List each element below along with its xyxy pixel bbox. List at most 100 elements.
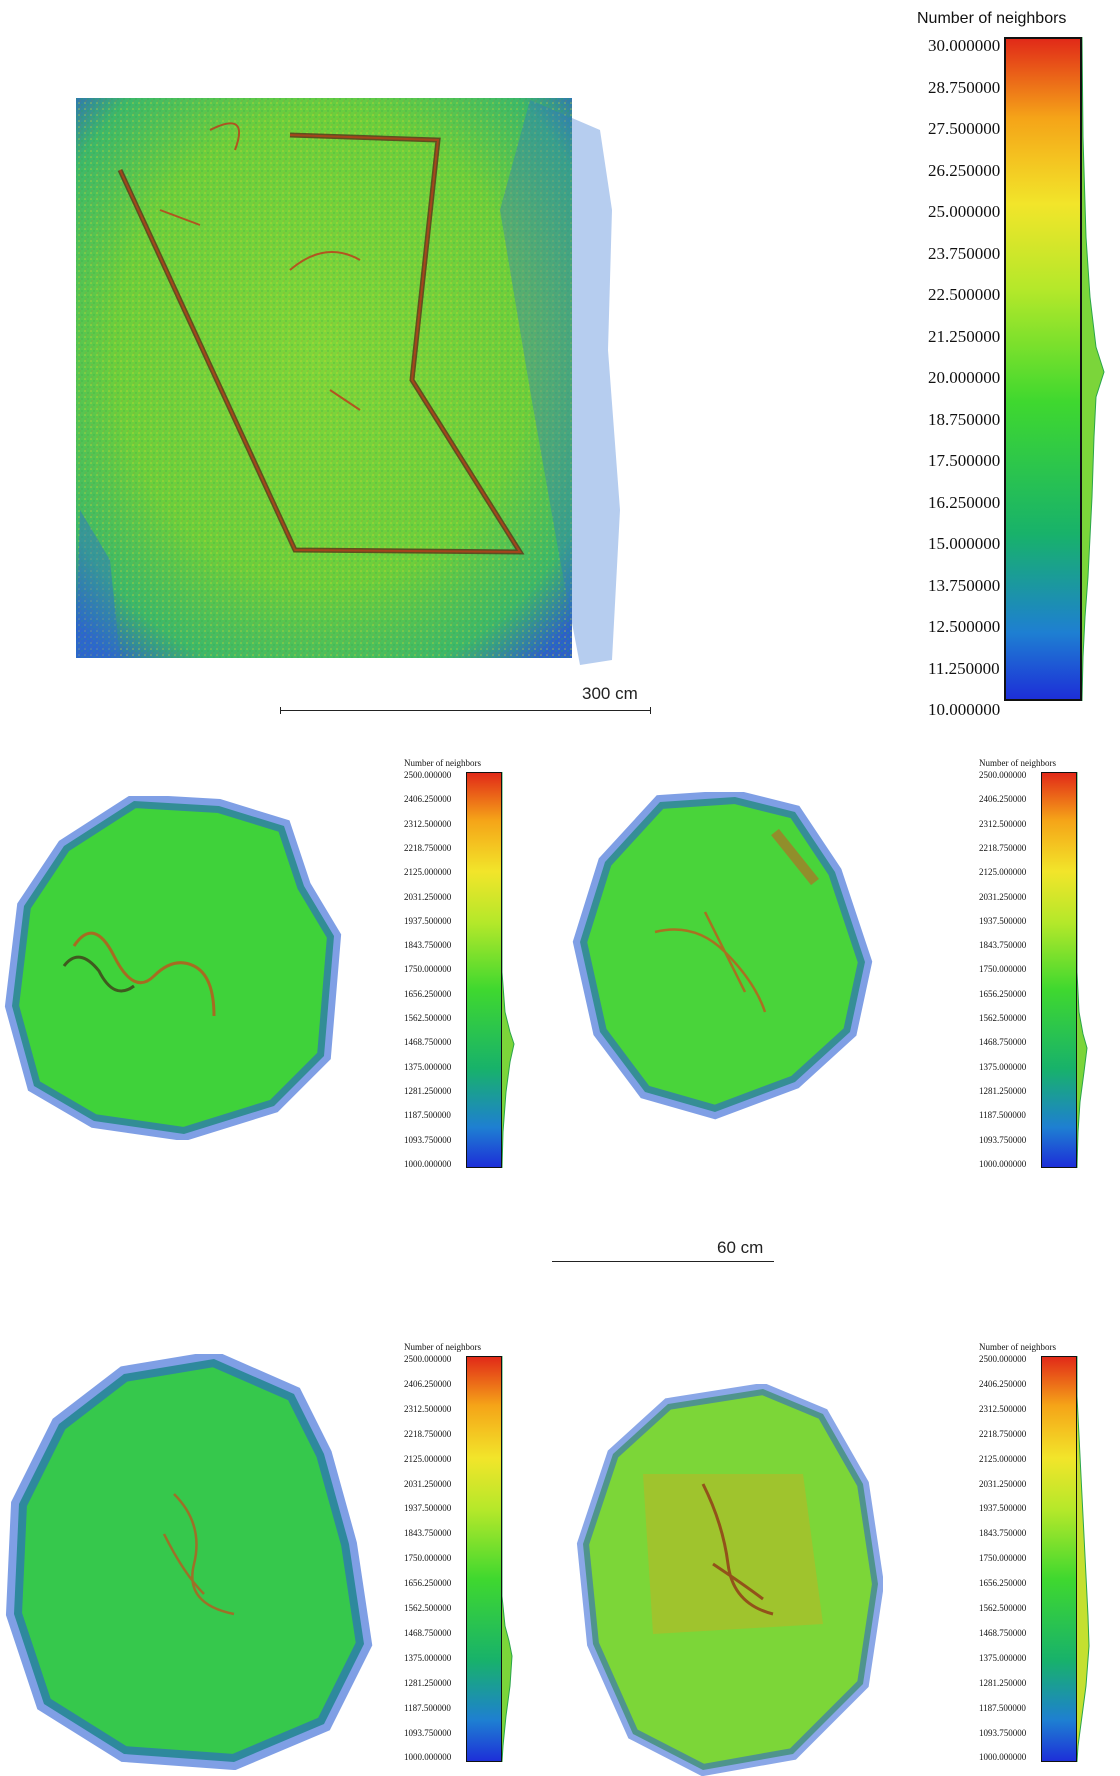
colorbar-top-tick-label: 22.500000: [928, 285, 1001, 304]
colorbar-mid-left-tick-label: 2406.250000: [404, 794, 452, 805]
colorbar-top-tick-label: 12.500000: [928, 617, 1001, 636]
colorbar-top-tick-label: 16.250000: [928, 492, 1001, 512]
colorbar-bottom-right-tick-label: 2312.500000: [979, 1403, 1027, 1414]
histogram-mid-left: [502, 772, 515, 1168]
colorbar-top-tick-label: 11.250000: [928, 658, 1000, 678]
colorbar-mid-left-tick-label: 1468.750000: [404, 1037, 452, 1048]
scalebar-line-top: [280, 710, 650, 711]
colorbar-mid-left-tick-label: 1281.250000: [404, 1085, 452, 1096]
colorbar-mid-right-tick-label: 1937.500000: [979, 915, 1027, 926]
colorbar-bottom-right-tick-label: 1468.750000: [979, 1627, 1027, 1638]
colorbar-mid-left-tick-label: 1187.500000: [404, 1110, 451, 1121]
colorbar-title-mid-right: Number of neighbors: [979, 758, 1056, 768]
point-cloud-scan-bottom-right: [576, 1384, 883, 1776]
colorbar-mid-right-tick-label: 1656.250000: [979, 988, 1027, 999]
colorbar-mid-left-tick-label: 1562.500000: [404, 1013, 452, 1023]
colorbar-gradient-mid-left: [466, 772, 502, 1168]
point-cloud-scan-bottom-left: [5, 1354, 373, 1770]
colorbar-mid-left-tick-label: 2312.500000: [404, 818, 452, 829]
colorbar-mid-right-tick-label: 2312.500000: [979, 818, 1027, 829]
colorbar-title-top: Number of neighbors: [917, 10, 1067, 27]
colorbar-bottom-right-tick-label: 1937.500000: [979, 1503, 1027, 1514]
colorbar-bottom-left-tick-label: 2125.000000: [404, 1453, 452, 1464]
colorbar-mid-right-tick-label: 1375.000000: [979, 1061, 1027, 1072]
colorbar-bottom-right-tick-label: 1000.000000: [979, 1752, 1027, 1763]
colorbar-bottom-right-tick-label: 1750.000000: [979, 1553, 1027, 1564]
colorbar-mid-left-tick-label: 1656.250000: [404, 988, 452, 999]
colorbar-bottom-right-tick-label: 1656.250000: [979, 1578, 1027, 1589]
colorbar-top-tick-label: 20.000000: [928, 368, 1001, 387]
colorbar-mid-right-tick-label: 1093.750000: [979, 1134, 1027, 1145]
colorbar-top-tick-label: 25.000000: [928, 202, 1001, 221]
scalebar-cap-right-top: [650, 707, 651, 714]
colorbar-mid-left-tick-label: 2218.750000: [404, 842, 452, 853]
point-cloud-scan-mid-left: [4, 796, 342, 1140]
colorbar-gradient-bottom-right: [1041, 1356, 1077, 1762]
colorbar-bottom-left-tick-label: 1187.500000: [404, 1702, 451, 1713]
colorbar-bottom-left-tick-label: 1562.500000: [404, 1603, 452, 1613]
scalebar-label-top: 300 cm: [582, 684, 638, 703]
colorbar-bottom-left-tick-label: 1750.000000: [404, 1553, 452, 1564]
colorbar-bottom-left-tick-label: 1281.250000: [404, 1677, 452, 1688]
histogram-bottom-right: [1077, 1356, 1090, 1762]
colorbar-bottom-right-tick-label: 2125.000000: [979, 1453, 1027, 1464]
colorbar-top-tick-label: 30.000000: [928, 36, 1001, 55]
colorbar-bottom-left-tick-label: 2031.250000: [404, 1478, 452, 1489]
histogram-mid-right: [1077, 772, 1088, 1168]
colorbar-mid-left-tick-label: 1000.000000: [404, 1158, 452, 1169]
colorbar-top-tick-label: 15.000000: [928, 534, 1001, 553]
colorbar-bottom-right-tick-label: 2031.250000: [979, 1478, 1027, 1489]
colorbar-mid-left-tick-label: 1937.500000: [404, 915, 452, 926]
colorbar-bottom-left-tick-label: 2500.000000: [404, 1354, 452, 1364]
colorbar-mid-right-tick-label: 2031.250000: [979, 891, 1027, 902]
colorbar-top-tick-label: 10.000000: [928, 700, 1001, 719]
colorbar-bottom-right-tick-label: 1562.500000: [979, 1603, 1027, 1613]
colorbar-mid-left-tick-label: 1750.000000: [404, 964, 452, 975]
colorbar-mid-right-tick-label: 2125.000000: [979, 867, 1027, 878]
point-cloud-scan-large: [76, 98, 620, 665]
colorbar-mid-left-tick-label: 1093.750000: [404, 1134, 452, 1145]
colorbar-top-tick-label: 23.750000: [928, 243, 1001, 263]
colorbar-bottom-right-tick-label: 1093.750000: [979, 1727, 1027, 1738]
colorbar-mid-right-tick-label: 2406.250000: [979, 794, 1027, 805]
colorbar-title-bottom-left: Number of neighbors: [404, 1342, 481, 1352]
colorbar-bottom-right-tick-label: 1187.500000: [979, 1702, 1026, 1713]
colorbar-title-mid-left: Number of neighbors: [404, 758, 481, 768]
colorbar-bottom-right-tick-label: 2406.250000: [979, 1378, 1027, 1389]
colorbar-mid-right-tick-label: 1750.000000: [979, 964, 1027, 975]
colorbar-bottom-left-tick-label: 1375.000000: [404, 1652, 452, 1663]
colorbar-mid-right-tick-label: 1843.750000: [979, 940, 1027, 951]
colorbar-bottom-left-tick-label: 2406.250000: [404, 1378, 452, 1389]
colorbar-bottom-right-tick-label: 2218.750000: [979, 1428, 1027, 1439]
colorbar-bottom-left-tick-label: 1937.500000: [404, 1503, 452, 1514]
colorbar-mid-left-tick-label: 1375.000000: [404, 1061, 452, 1072]
colorbar-bottom-left-tick-label: 1093.750000: [404, 1727, 452, 1738]
colorbar-title-bottom-right: Number of neighbors: [979, 1342, 1056, 1352]
colorbar-mid-right-tick-label: 2500.000000: [979, 770, 1027, 780]
colorbar-gradient-mid-right: [1041, 772, 1077, 1168]
colorbar-top-tick-label: 21.250000: [928, 326, 1001, 346]
colorbar-top-tick-label: 26.250000: [928, 160, 1001, 180]
colorbar-bottom-left-tick-label: 1656.250000: [404, 1578, 452, 1589]
colorbar-top-tick-label: 18.750000: [928, 409, 1001, 429]
colorbar-mid-right-tick-label: 1281.250000: [979, 1085, 1027, 1096]
scalebar-line-mid: [552, 1261, 774, 1262]
point-cloud-scan-mid-right: [572, 792, 873, 1120]
colorbar-mid-left-tick-label: 1843.750000: [404, 940, 452, 951]
colorbar-bottom-right-tick-label: 1281.250000: [979, 1677, 1027, 1688]
colorbar-mid-right-tick-label: 1468.750000: [979, 1037, 1027, 1048]
colorbar-bottom-left-tick-label: 2312.500000: [404, 1403, 452, 1414]
colorbar-mid-right-tick-label: 1000.000000: [979, 1158, 1027, 1169]
colorbar-bottom-left-tick-label: 1843.750000: [404, 1528, 452, 1539]
colorbar-mid-right-tick-label: 1562.500000: [979, 1013, 1027, 1023]
colorbar-mid-left-tick-label: 2125.000000: [404, 867, 452, 878]
colorbar-top-tick-label: 13.750000: [928, 575, 1001, 595]
colorbar-top-tick-label: 17.500000: [928, 451, 1001, 470]
histogram-top: [1082, 37, 1105, 701]
colorbar-bottom-right-tick-label: 2500.000000: [979, 1354, 1027, 1364]
colorbar-bottom-left-tick-label: 1468.750000: [404, 1627, 452, 1638]
colorbar-top-tick-label: 27.500000: [928, 119, 1001, 138]
colorbar-top-tick-label: 28.750000: [928, 77, 1001, 97]
colorbar-gradient-bottom-left: [466, 1356, 502, 1762]
colorbar-bottom-right-tick-label: 1843.750000: [979, 1528, 1027, 1539]
